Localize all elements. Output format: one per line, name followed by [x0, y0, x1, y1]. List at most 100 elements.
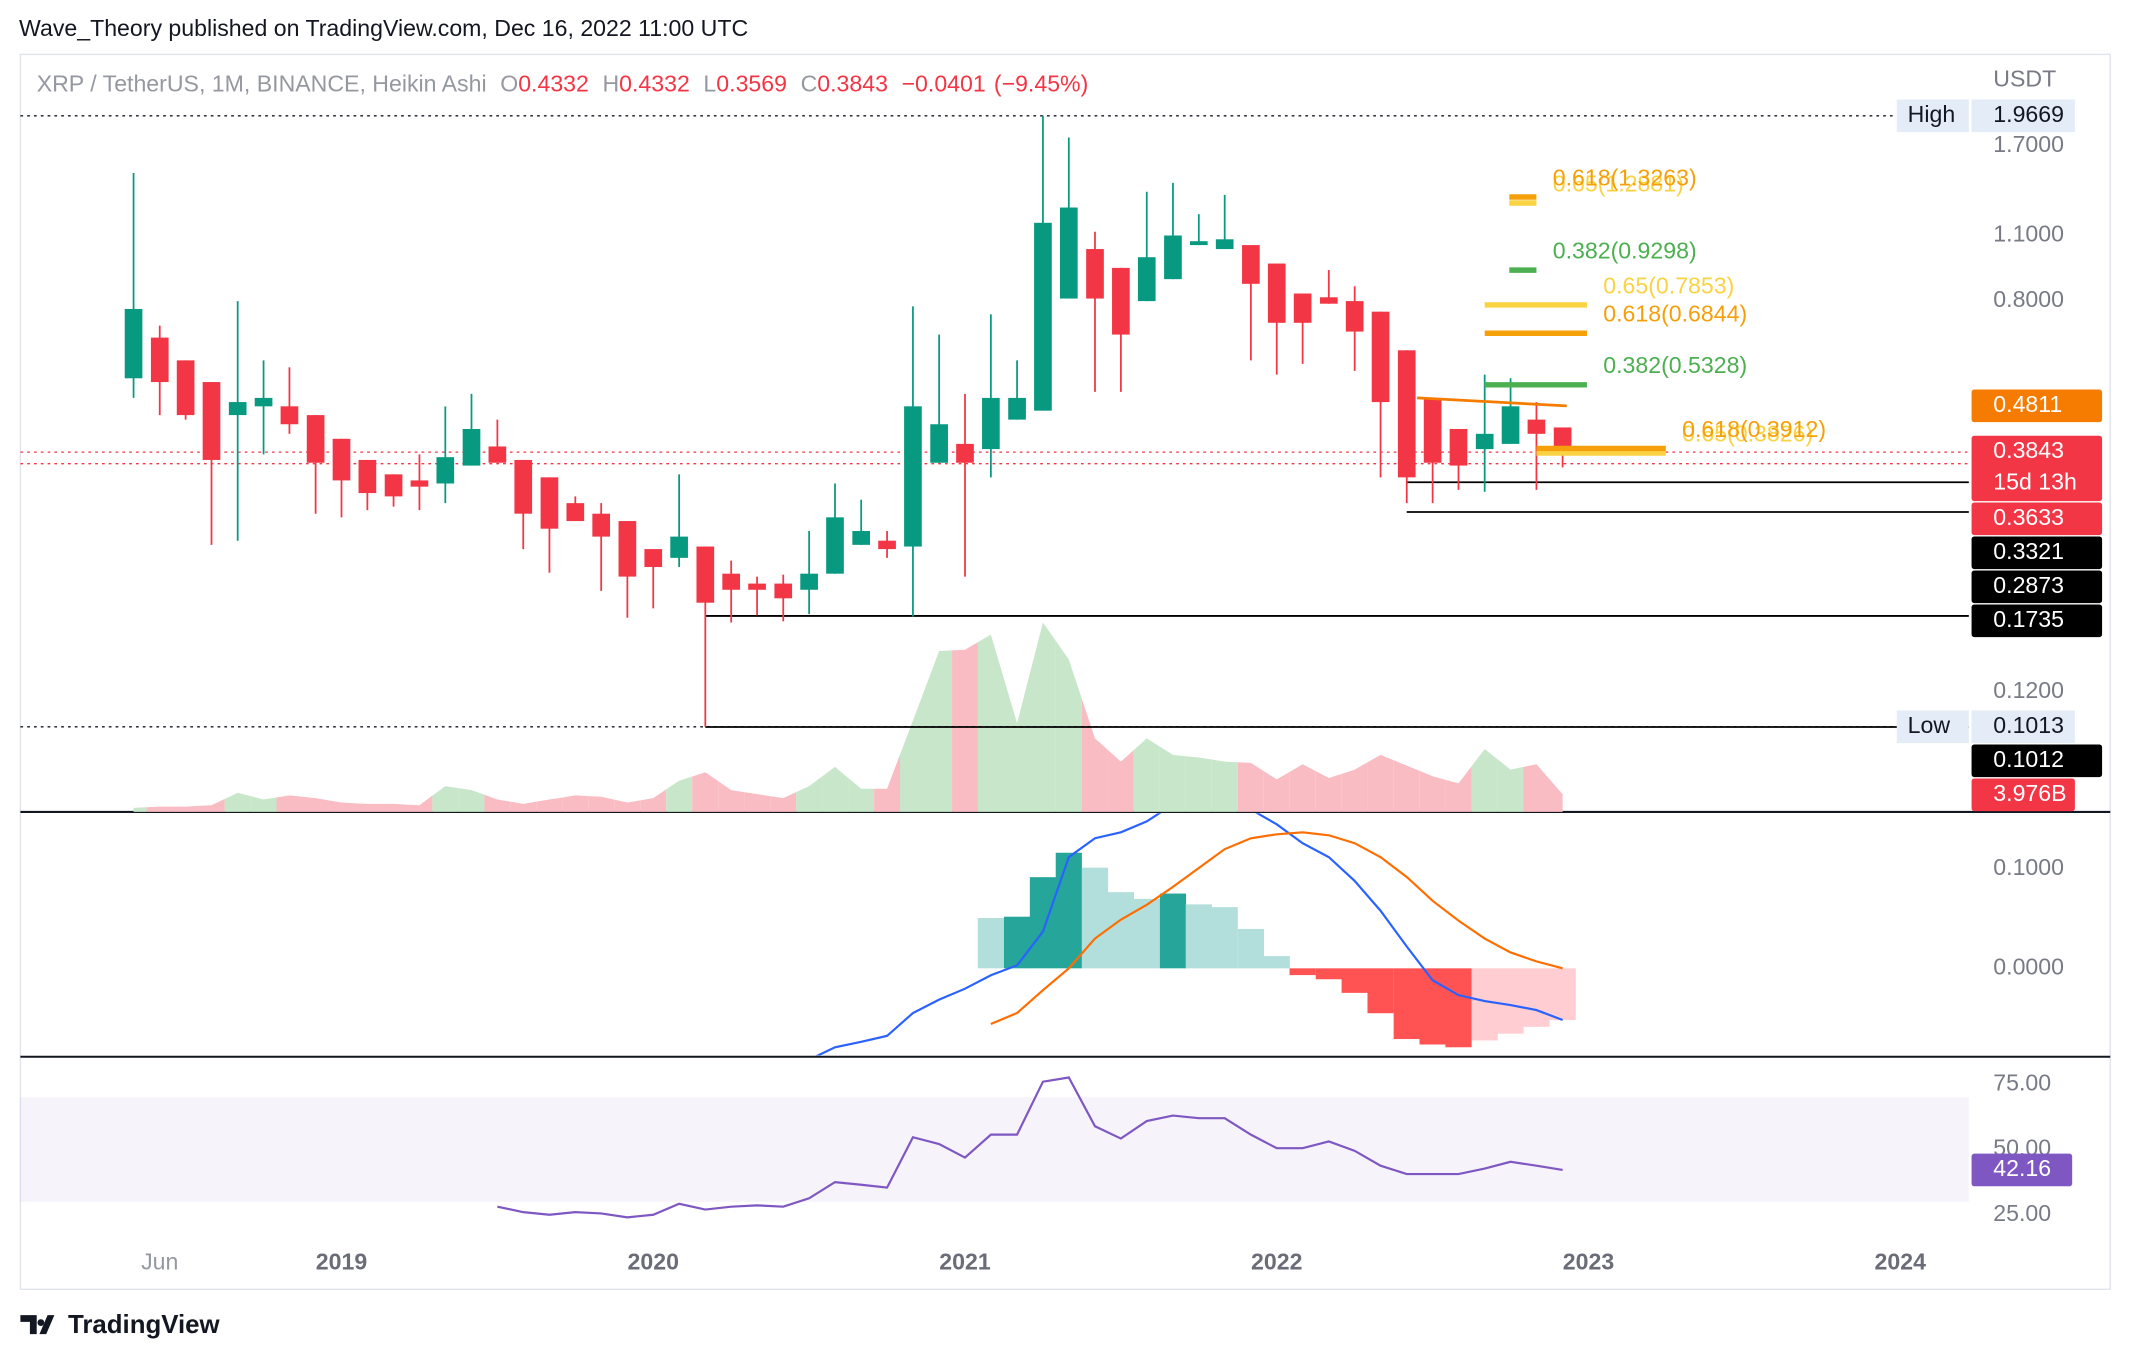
extreme-title-box	[1896, 99, 1969, 133]
extreme-tag	[1971, 710, 2075, 744]
candle-body	[774, 583, 793, 599]
y-tick-label: 0.0000	[1993, 953, 2064, 979]
macd-histogram	[1393, 968, 1420, 1040]
candle-body	[826, 517, 844, 574]
candle-body	[696, 546, 715, 603]
candle-body	[670, 536, 688, 558]
candle-body	[436, 457, 455, 484]
volume-area	[1315, 771, 1342, 812]
volume-area	[744, 792, 771, 812]
y-tick-label: 0.1000	[1993, 854, 2064, 880]
candle-body	[202, 382, 221, 460]
candle-body	[618, 521, 637, 577]
ohlc-value: 0.3569	[716, 71, 787, 97]
fib-label: 0.618(0.6844)	[1603, 301, 1747, 327]
candle-body	[1345, 301, 1364, 332]
extreme-tag-label: 1.9669	[1993, 101, 2064, 127]
volume-area	[977, 634, 1004, 812]
fib-label: 0.618(1.3263)	[1553, 164, 1697, 190]
volume-area	[666, 776, 693, 812]
candle-body	[1475, 433, 1494, 450]
x-tick-label: 2021	[939, 1249, 991, 1275]
macd-histogram	[1237, 928, 1264, 969]
volume-area	[484, 794, 511, 812]
macd-histogram	[1315, 968, 1342, 980]
y-tick-label: 1.7000	[1993, 131, 2064, 157]
volume-area	[406, 795, 433, 812]
volume-area	[1237, 762, 1264, 812]
y-tick-label: 75.00	[1993, 1069, 2051, 1095]
macd-histogram	[1159, 893, 1187, 969]
macd-histogram	[1107, 892, 1134, 969]
volume-area	[510, 801, 537, 812]
ohlc-value: 0.3843	[817, 71, 888, 97]
footer-brand: TradingView	[68, 1311, 221, 1339]
ohlc-key: C	[801, 71, 818, 97]
volume-tag	[1971, 778, 2075, 812]
candle-body	[1267, 263, 1286, 323]
candle-body	[1059, 207, 1078, 299]
candle-body	[462, 428, 481, 466]
volume-area	[770, 792, 797, 812]
volume-area	[640, 789, 667, 812]
candle-body	[904, 406, 922, 547]
volume-area	[1549, 779, 1563, 812]
candle-body	[358, 459, 377, 494]
candle-body	[1319, 297, 1338, 304]
candle-body	[410, 480, 429, 487]
volume-area	[926, 650, 953, 812]
rsi-line	[497, 1076, 1563, 1219]
rsi-tag	[1971, 1153, 2073, 1187]
volume-area	[899, 685, 927, 812]
macd-histogram	[1549, 968, 1576, 1021]
candle-body	[1501, 406, 1520, 444]
fib-label: 0.618(0.3912)	[1682, 416, 1826, 442]
volume-area	[354, 803, 381, 812]
volume-area	[250, 796, 277, 812]
candle-body	[1242, 245, 1260, 284]
volume-area	[172, 805, 199, 812]
change: −0.0401	[902, 71, 986, 97]
candle-body	[1008, 397, 1026, 420]
candle-body	[1397, 350, 1416, 478]
candle-body	[488, 446, 507, 463]
extreme-title: Low	[1908, 712, 1951, 738]
volume-area	[302, 796, 329, 812]
volume-area	[1003, 672, 1030, 812]
extreme-title: High	[1908, 101, 1956, 127]
trend-line	[1416, 396, 1567, 408]
volume-area	[1523, 764, 1550, 812]
ohlc-value: 0.4332	[518, 71, 589, 97]
volume-area	[380, 803, 407, 812]
y-tick-label: 1.1000	[1993, 221, 2064, 247]
volume-area	[432, 786, 459, 812]
candle-body	[1112, 267, 1130, 335]
volume-area	[276, 795, 303, 812]
volume-area	[146, 806, 173, 812]
candle-body	[982, 397, 1000, 450]
price-tag	[1971, 744, 2103, 778]
price-tag	[1971, 536, 2103, 570]
candle-body	[722, 573, 741, 590]
volume-area	[796, 776, 823, 812]
candle-body	[956, 443, 974, 463]
price-tag-label: 0.3321	[1993, 538, 2064, 564]
y-tick-label: 25.00	[1993, 1200, 2051, 1226]
candle-body	[124, 308, 143, 379]
candle-body	[228, 402, 247, 416]
candle-body	[1086, 249, 1104, 299]
candle-body	[254, 397, 273, 407]
macd-histogram	[1185, 904, 1212, 969]
macd-histogram	[977, 917, 1004, 969]
macd-histogram	[1523, 968, 1550, 1027]
ohlc-key: H	[602, 71, 619, 97]
candle-body	[540, 477, 559, 529]
macd-histogram	[1263, 956, 1290, 969]
candle-body	[1164, 235, 1182, 280]
volume-area	[1471, 749, 1498, 812]
candle-body	[852, 531, 871, 545]
rsi-tag-label: 42.16	[1993, 1155, 2051, 1181]
candle-body	[306, 415, 325, 463]
extreme-tag-label: 0.1013	[1993, 712, 2064, 738]
price-tag-label: 0.2873	[1993, 572, 2064, 598]
